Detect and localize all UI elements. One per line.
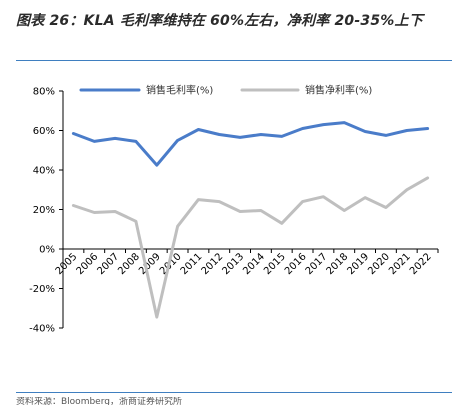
y-tick-label: -40%	[29, 324, 55, 335]
x-tick-label: 2016	[283, 251, 309, 277]
x-tick-label: 2015	[262, 251, 288, 277]
y-tick-label: 0%	[39, 245, 55, 256]
x-tick-label: 2005	[54, 251, 80, 277]
figure-caption: 图表 26：KLA 毛利率维持在 60%左右，净利率 20-35%上下	[16, 13, 423, 29]
source-note: 资料来源：Bloomberg，浙商证券研究所	[16, 397, 182, 405]
x-tick-label: 2013	[220, 251, 246, 277]
x-tick-label: 2014	[241, 251, 267, 277]
series-layer	[71, 121, 430, 319]
x-axis: 2005200620072008200920102011201220132014…	[54, 248, 439, 277]
legend: 销售毛利率(%) 销售净利率(%)	[79, 84, 372, 97]
x-tick-label: 2017	[304, 251, 330, 277]
net-margin-line	[71, 176, 430, 319]
x-tick-label: 2021	[387, 251, 413, 277]
gross-margin-line	[71, 121, 430, 167]
bottom-rule	[16, 392, 452, 393]
x-tick-label: 2006	[75, 251, 101, 277]
legend-label-gross: 销售毛利率(%)	[146, 84, 213, 97]
top-rule	[16, 60, 452, 61]
y-tick-label: 40%	[33, 166, 55, 177]
x-tick-label: 2020	[366, 251, 392, 277]
y-tick-label: 80%	[33, 87, 55, 98]
x-tick-label: 2009	[137, 251, 163, 277]
y-tick-label: -20%	[29, 284, 55, 295]
y-tick-label: 60%	[33, 126, 55, 137]
line-chart: -40%-20%0%20%40%60%80% 20052006200720082…	[29, 84, 439, 335]
legend-label-net: 销售净利率(%)	[305, 84, 372, 97]
x-tick-label: 2018	[325, 251, 351, 277]
x-tick-label: 2011	[179, 251, 205, 277]
x-tick-label: 2019	[345, 251, 371, 277]
y-axis: -40% -20% 0% 20% 40% 60% 80%	[29, 87, 64, 335]
x-tick-label: 2022	[408, 251, 434, 277]
x-tick-label: 2012	[200, 251, 226, 277]
y-tick-label: 20%	[33, 205, 55, 216]
x-tick-label: 2008	[116, 251, 142, 277]
x-tick-label: 2007	[95, 251, 121, 277]
